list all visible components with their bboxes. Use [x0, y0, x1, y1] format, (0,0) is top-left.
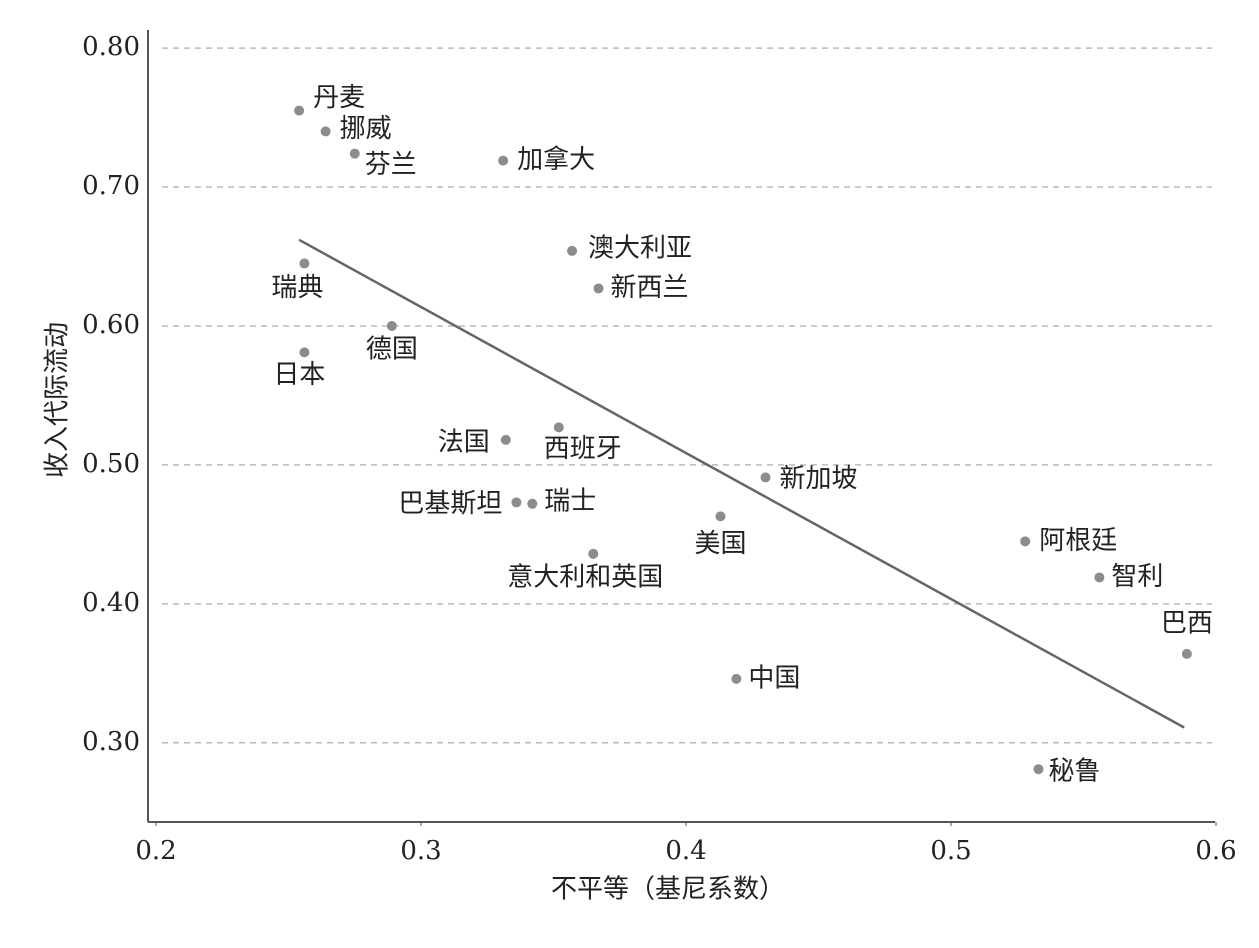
x-tick-label: 0.6 [1195, 836, 1236, 866]
point [299, 258, 310, 269]
point-label: 中国 [748, 663, 800, 693]
point [593, 283, 604, 294]
point-label: 日本 [273, 360, 325, 390]
point [386, 320, 397, 331]
x-axis-title: 不平等（基尼系数） [551, 875, 785, 905]
point [731, 673, 742, 684]
y-axis-title: 收入代际流动 [43, 322, 73, 478]
point [527, 498, 538, 509]
point-label: 新西兰 [611, 273, 689, 303]
point [1181, 648, 1192, 659]
point-label: 丹麦 [313, 83, 365, 113]
point-label: 澳大利亚 [588, 233, 692, 263]
x-tick-label: 0.2 [135, 836, 176, 866]
point-label: 新加坡 [780, 464, 858, 494]
y-tick-label: 0.40 [82, 588, 140, 618]
x-tick-label: 0.3 [400, 836, 441, 866]
trend-line [298, 238, 1185, 729]
point [299, 347, 310, 358]
point [349, 148, 360, 159]
point [1033, 764, 1044, 775]
y-tick-label: 0.50 [82, 449, 140, 479]
point-label: 德国 [366, 334, 418, 364]
point-label: 巴基斯坦 [398, 489, 502, 519]
point-label: 意大利和英国 [507, 562, 663, 592]
point [500, 434, 511, 445]
y-tick-label: 0.30 [82, 727, 140, 757]
point-label: 美国 [694, 529, 746, 559]
point-label: 秘鲁 [1048, 757, 1100, 787]
point [498, 155, 509, 166]
point [511, 497, 522, 508]
point-label: 法国 [438, 427, 490, 457]
x-tick-label: 0.5 [930, 836, 971, 866]
point-label: 芬兰 [365, 150, 417, 180]
point-label: 智利 [1111, 562, 1163, 592]
y-tick-label: 0.80 [82, 32, 140, 62]
point [553, 422, 564, 433]
point [715, 511, 726, 522]
point [1020, 536, 1031, 547]
point-label: 阿根廷 [1039, 526, 1117, 556]
y-tick-label: 0.70 [82, 171, 140, 201]
point-label: 挪威 [340, 114, 392, 144]
y-tick-label: 0.60 [82, 310, 140, 340]
point-label: 瑞士 [544, 486, 596, 516]
point [588, 548, 599, 559]
point-label: 巴西 [1161, 608, 1213, 638]
point-label: 加拿大 [517, 145, 595, 175]
point-label: 西班牙 [544, 434, 622, 464]
point-label: 瑞典 [271, 273, 323, 303]
point [567, 245, 578, 256]
point [294, 105, 305, 116]
point [760, 472, 771, 483]
point [1094, 572, 1105, 583]
point [320, 126, 331, 137]
x-tick-label: 0.4 [665, 836, 706, 866]
